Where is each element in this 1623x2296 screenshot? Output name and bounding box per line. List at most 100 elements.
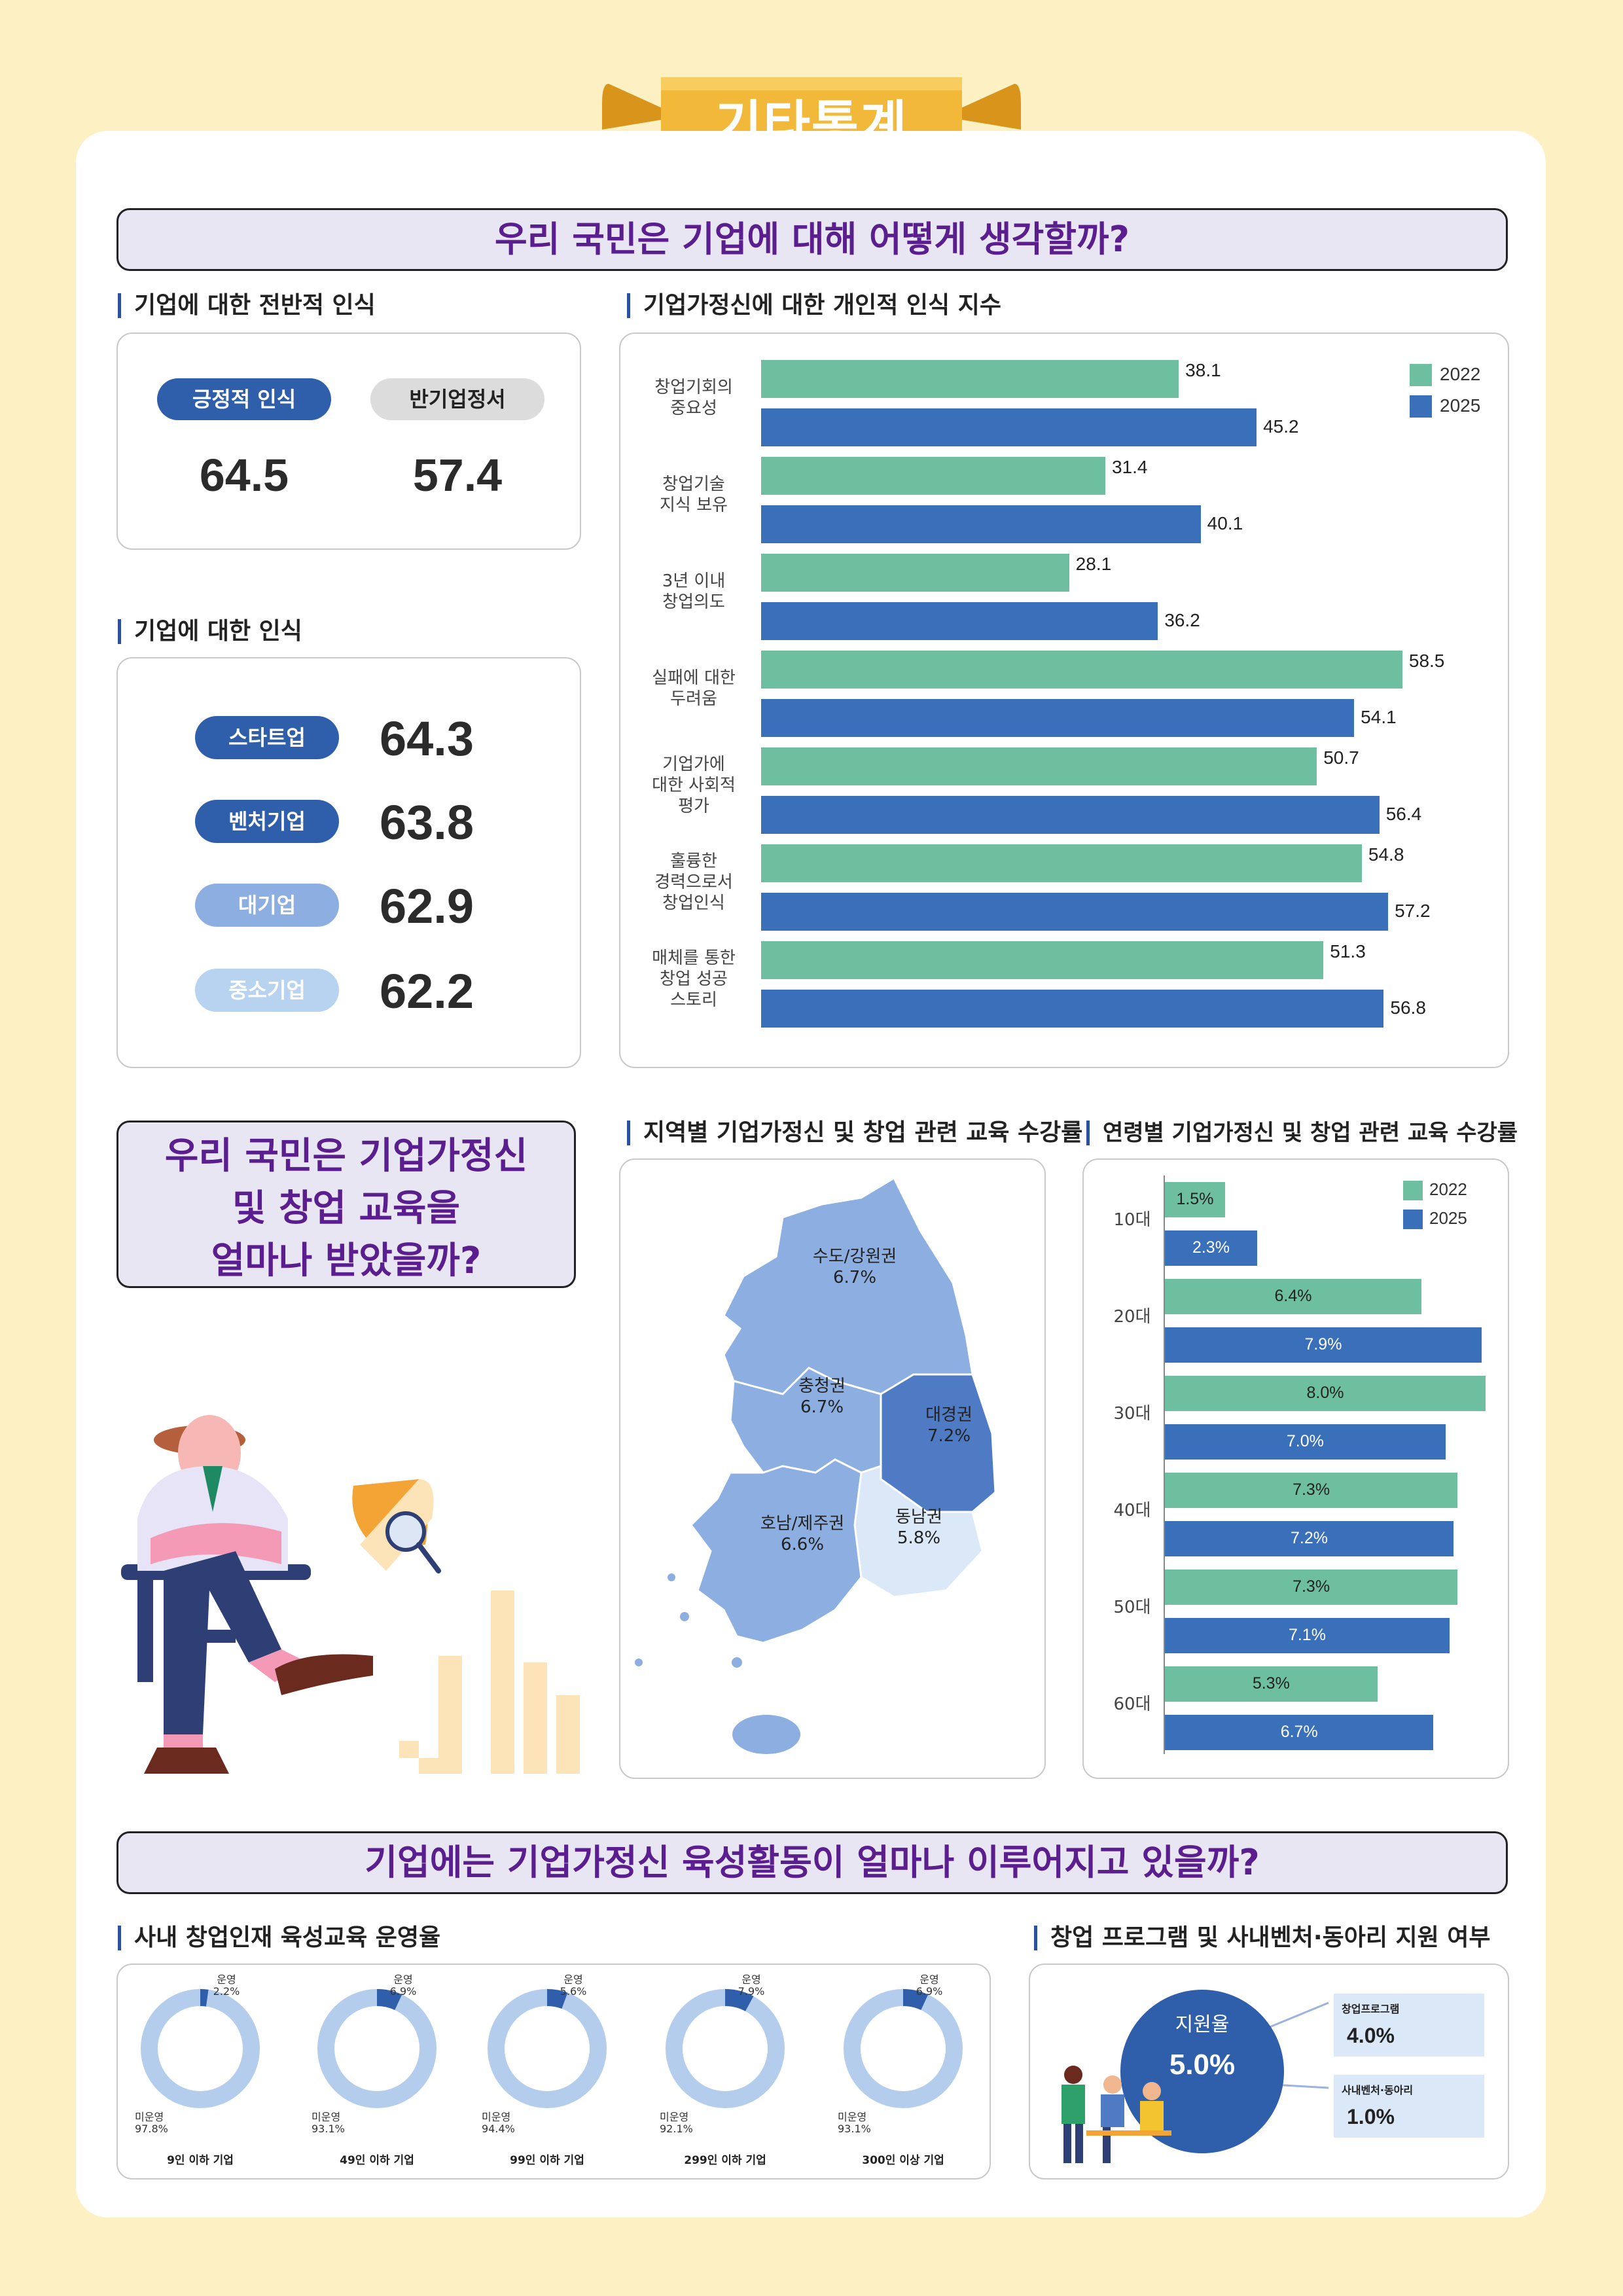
support-rate-label: 지원율 xyxy=(1175,2013,1230,2036)
perception-box xyxy=(116,657,581,1068)
positive-pill: 긍정적 인식 xyxy=(157,378,331,420)
bar-2022 xyxy=(761,941,1324,979)
bar-value-label: 7.9% xyxy=(1304,1335,1342,1354)
category-label-line: 기업가에 xyxy=(662,755,725,774)
section1-banner: 우리 국민은 기업에 대해 어떻게 생각할까? xyxy=(116,208,1508,271)
bar-value-label: 1.5% xyxy=(1176,1190,1214,1208)
not-operating-label-value: 93.1% xyxy=(838,2123,871,2135)
bar-2022 xyxy=(1165,1666,1378,1702)
legend-swatch-2025 xyxy=(1410,395,1432,418)
startup-program-card: 창업프로그램 4.0% xyxy=(1334,1994,1484,2056)
age-category-label: 60대 xyxy=(1113,1695,1151,1714)
operating-label-name: 운영 xyxy=(217,1973,236,1986)
region-label-dongnam: 동남권 5.8% xyxy=(895,1507,942,1548)
index-chart-subtitle: 기업가정신에 대한 개인적 인식 지수 xyxy=(627,293,1001,318)
bar-2025 xyxy=(761,893,1389,931)
donut-group-label: 49인 이하 기업 xyxy=(340,2154,414,2167)
operating-label-value: 2.2% xyxy=(213,1985,240,1998)
bar-value-label: 45.2 xyxy=(1263,416,1299,437)
donut-group-label: 9인 이하 기업 xyxy=(167,2154,234,2167)
region-label-capital: 수도/강원권 6.7% xyxy=(812,1247,897,1287)
bar-2025 xyxy=(761,699,1355,737)
bar-2022 xyxy=(1165,1182,1225,1217)
bar-value-label: 38.1 xyxy=(1185,360,1221,380)
bar-value-label: 58.5 xyxy=(1408,651,1445,671)
bar-2022 xyxy=(1165,1473,1458,1508)
bar-value-label: 7.3% xyxy=(1293,1480,1330,1499)
donut-group-label: 299인 이하 기업 xyxy=(684,2154,766,2167)
section2-banner-line3: 얼마나 받았을까? xyxy=(211,1240,482,1282)
startup-pill: 스타트업 xyxy=(195,716,339,759)
bar-2025 xyxy=(761,505,1201,543)
bar-2022 xyxy=(761,360,1179,398)
category-label: 실패에 대한 두려움 xyxy=(628,668,759,709)
category-label: 3년 이내 창업의도 xyxy=(628,571,759,613)
category-label-line: 매체를 통한 xyxy=(652,948,736,968)
category-label-line: 3년 이내 xyxy=(662,571,726,591)
category-label: 기업가에 대한 사회적 평가 xyxy=(628,754,759,817)
bar-value-label: 8.0% xyxy=(1306,1384,1344,1402)
bar-2025 xyxy=(761,990,1384,1028)
bar-value-label: 7.2% xyxy=(1291,1529,1328,1547)
overall-subtitle: 기업에 대한 전반적 인식 xyxy=(118,293,376,318)
donut-slice-not-operating xyxy=(141,1989,260,2108)
bar-2022 xyxy=(761,747,1317,785)
category-label-line: 두려움 xyxy=(670,689,717,709)
category-label-line: 창업인식 xyxy=(662,893,725,913)
donut-group-label: 300인 이상 기업 xyxy=(862,2154,944,2167)
not-operating-label-value: 94.4% xyxy=(482,2123,515,2135)
operating-label-name: 운영 xyxy=(393,1973,413,1986)
region-label-chungcheong: 충청권 6.7% xyxy=(798,1376,846,1417)
not-operating-label-value: 92.1% xyxy=(660,2123,693,2135)
donut-slice-not-operating xyxy=(844,1989,963,2108)
operating-label-name: 운영 xyxy=(563,1973,583,1986)
operating-label-name: 운영 xyxy=(919,1973,939,1986)
bar-value-label: 40.1 xyxy=(1207,513,1243,533)
region-label-daegyeong: 대경권 7.2% xyxy=(925,1405,972,1446)
region-subtitle: 지역별 기업가정신 및 창업 관련 교육 수강률 xyxy=(627,1121,1082,1145)
venture-value: 63.8 xyxy=(380,795,474,850)
startup-value: 64.3 xyxy=(380,711,474,766)
operating-label: 운영 5.6% xyxy=(554,1974,593,1998)
venture-club-value: 1.0% xyxy=(1347,2105,1395,2128)
bar-value-label: 2.3% xyxy=(1192,1238,1230,1257)
bar-value-label: 6.4% xyxy=(1274,1287,1312,1305)
bar-2022 xyxy=(1165,1376,1486,1411)
bar-value-label: 7.1% xyxy=(1288,1626,1326,1644)
category-label: 창업기술 지식 보유 xyxy=(628,474,759,516)
operating-label-value: 6.9% xyxy=(389,1985,417,1998)
section3-banner: 기업에는 기업가정신 육성활동이 얼마나 이루어지고 있을까? xyxy=(116,1831,1508,1894)
startup-program-label: 창업프로그램 xyxy=(1342,2003,1400,2015)
bar-value-label: 51.3 xyxy=(1330,941,1366,961)
inhouse-subtitle: 사내 창업인재 육성교육 운영율 xyxy=(118,1926,440,1950)
donut-slice-operating xyxy=(317,1989,437,2108)
venture-pill: 벤처기업 xyxy=(195,800,339,843)
anti-business-value: 57.4 xyxy=(412,450,503,501)
positive-value: 64.5 xyxy=(199,450,289,501)
age-category-label: 20대 xyxy=(1113,1307,1151,1327)
category-label-line: 창업기술 xyxy=(662,475,725,494)
operating-label-name: 운영 xyxy=(741,1973,761,1986)
age-chart-subtitle: 연령별 기업가정신 및 창업 관련 교육 수강률 xyxy=(1086,1121,1518,1145)
not-operating-label-name: 미운영 xyxy=(482,2111,511,2123)
donut-slice-not-operating xyxy=(488,1989,607,2108)
category-label-line: 중요성 xyxy=(670,399,717,418)
operating-label-value: 6.9% xyxy=(916,1985,943,1998)
bar-value-label: 54.8 xyxy=(1368,844,1404,865)
not-operating-label-value: 93.1% xyxy=(312,2123,345,2135)
support-subtitle: 창업 프로그램 및 사내벤처·동아리 지원 여부 xyxy=(1034,1926,1491,1950)
operating-label: 운영 7.9% xyxy=(732,1974,771,1998)
bar-2022 xyxy=(761,457,1105,495)
bar-value-label: 31.4 xyxy=(1111,457,1148,477)
bar-2025 xyxy=(761,796,1380,834)
sme-pill: 중소기업 xyxy=(195,969,339,1012)
bar-value-label: 57.2 xyxy=(1395,901,1431,921)
legend-swatch-2022 xyxy=(1403,1181,1423,1200)
bar-2022 xyxy=(761,554,1069,592)
section2-banner: 우리 국민은 기업가정신 및 창업 교육을 얼마나 받았을까? xyxy=(116,1121,576,1288)
category-label-line: 스토리 xyxy=(670,990,717,1010)
category-label-line: 훌륭한 xyxy=(670,852,717,871)
bar-value-label: 5.3% xyxy=(1252,1674,1290,1693)
bar-value-label: 28.1 xyxy=(1075,554,1112,574)
legend-swatch-2022 xyxy=(1410,364,1432,386)
